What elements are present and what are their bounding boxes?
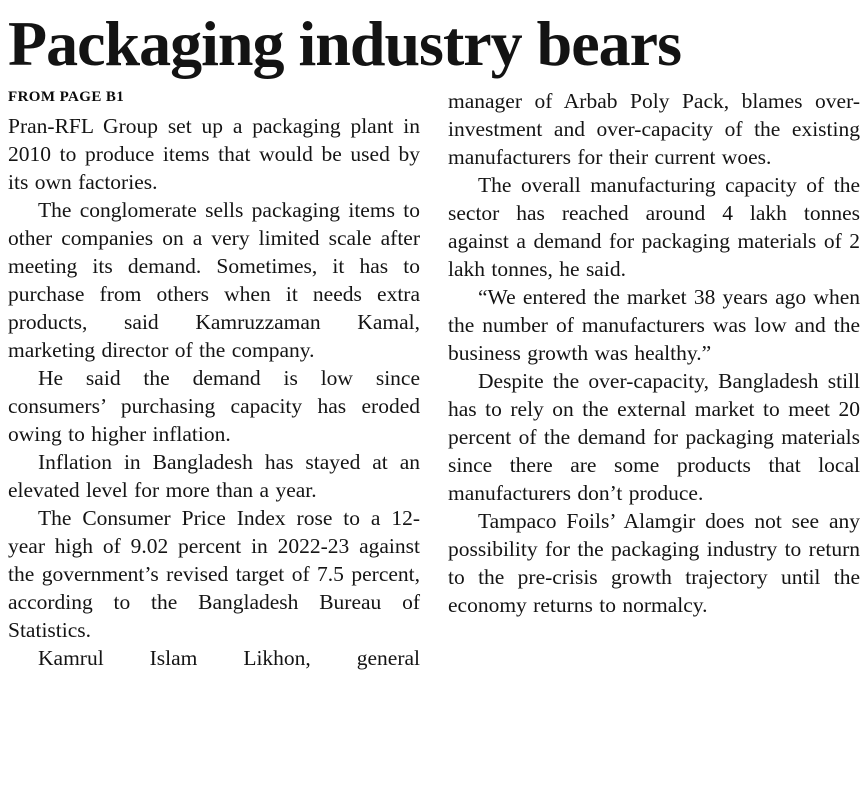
paragraph: The overall manufacturing capacity of th… (448, 173, 860, 282)
paragraph-continued-from-previous-column: manager of Arbab Poly Pack, blames over-… (448, 89, 860, 170)
article-columns: FROM PAGE B1 Pran-RFL Group set up a pac… (8, 87, 860, 672)
paragraph: The Consumer Price Index rose to a 12-ye… (8, 506, 420, 643)
article-headline: Packaging industry bears (8, 8, 682, 79)
paragraph: Inflation in Bangladesh has stayed at an… (8, 450, 420, 503)
paragraph-continued-to-next-column: Kamrul Islam Likhon, general (38, 646, 420, 671)
paragraph: Pran-RFL Group set up a packaging plant … (8, 114, 420, 195)
continuation-kicker: FROM PAGE B1 (8, 89, 125, 106)
column-left: FROM PAGE B1 Pran-RFL Group set up a pac… (8, 87, 420, 672)
paragraph: The conglomerate sells packaging items t… (8, 198, 420, 363)
paragraph: Despite the over-capacity, Bangladesh st… (448, 369, 860, 506)
paragraph: Tampaco Foils’ Alamgir does not see any … (448, 509, 860, 618)
paragraph: He said the demand is low since consumer… (8, 366, 420, 447)
paragraph-quote: “We entered the market 38 years ago when… (448, 285, 860, 366)
column-right: manager of Arbab Poly Pack, blames over-… (448, 87, 860, 672)
